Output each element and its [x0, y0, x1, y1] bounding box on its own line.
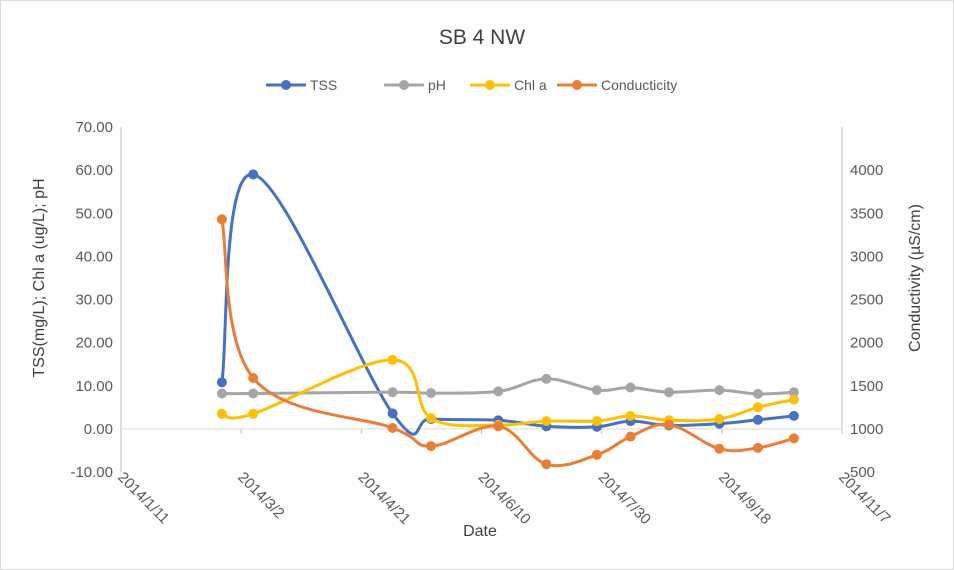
y2-tick-label: 3000	[850, 248, 883, 265]
data-point-tss	[248, 169, 259, 180]
data-point-ph	[541, 373, 552, 384]
data-point-conducticity	[752, 442, 763, 453]
legend-item-ph[interactable]: pH	[384, 77, 446, 93]
left-y-axis-ticks: -10.00 0.00 10.00 20.00 30.00 40.00 50.00 60.00…	[70, 119, 113, 481]
legend-marker-conducticity	[572, 80, 582, 90]
data-point-conducticity	[248, 373, 259, 383]
data-point-conducticity	[788, 433, 799, 444]
legend-marker-chl-a	[485, 80, 495, 90]
data-point-tss	[387, 408, 398, 419]
data-point-ph	[625, 382, 636, 393]
data-point-chl-a	[625, 410, 636, 421]
y-tick-label: 70.00	[75, 119, 113, 136]
legend-label-ph: pH	[428, 77, 446, 93]
y2-tick-label: 2000	[850, 335, 883, 352]
left-y-axis-title: TSS(mg/L); Chl a (ug/L); pH	[31, 178, 48, 377]
series-group	[216, 169, 799, 470]
data-point-ph	[752, 388, 763, 399]
data-point-chl-a	[248, 408, 259, 419]
data-point-conducticity	[387, 423, 398, 433]
y-tick-label: -10.00	[70, 464, 113, 481]
data-point-ph	[591, 385, 602, 396]
data-point-conducticity	[216, 214, 227, 225]
data-point-ph	[387, 387, 398, 398]
series-ph	[216, 373, 799, 399]
data-point-ph	[714, 385, 725, 396]
data-point-conducticity	[591, 449, 602, 460]
right-y-axis-ticks: 500 1000 1500 2000 2500 3000 3500 4000	[850, 162, 883, 481]
y-tick-label: 0.00	[84, 421, 113, 438]
data-point-tss	[752, 414, 763, 425]
y-tick-label: 10.00	[75, 378, 113, 395]
data-point-chl-a	[387, 354, 398, 365]
data-point-chl-a	[752, 402, 763, 413]
y-tick-label: 40.00	[75, 248, 113, 265]
y2-tick-label: 3500	[850, 205, 883, 222]
legend-label-conducticity: Conducticity	[601, 77, 677, 93]
data-point-ph	[216, 388, 227, 399]
data-point-conducticity	[426, 441, 436, 452]
series-conducticity	[216, 214, 799, 470]
y-tick-label: 30.00	[75, 292, 113, 309]
y-tick-label: 60.00	[75, 162, 113, 179]
data-point-tss	[216, 377, 227, 388]
data-point-tss	[788, 410, 799, 421]
legend-marker-ph	[399, 80, 409, 90]
data-point-chl-a	[426, 413, 436, 424]
data-point-ph	[788, 387, 799, 398]
series-line-tss	[220, 172, 796, 436]
data-point-conducticity	[664, 419, 674, 430]
legend-marker-tss	[281, 80, 291, 90]
y-tick-label: 20.00	[75, 335, 113, 352]
data-point-conducticity	[541, 459, 552, 470]
legend-item-chl-a[interactable]: Chl a	[470, 77, 547, 93]
data-point-chl-a	[714, 414, 725, 424]
data-point-conducticity	[625, 431, 636, 442]
data-point-ph	[493, 386, 504, 397]
legend-label-tss: TSS	[310, 77, 337, 93]
data-point-ph	[664, 387, 674, 398]
legend[interactable]: TSS pH Chl a Conducticity	[266, 77, 677, 93]
data-point-chl-a	[216, 408, 227, 419]
data-point-conducticity	[714, 443, 725, 454]
data-point-ph	[426, 388, 436, 399]
y2-tick-label: 2500	[850, 292, 883, 309]
y-tick-label: 50.00	[75, 205, 113, 222]
legend-item-tss[interactable]: TSS	[266, 77, 337, 93]
legend-item-conducticity[interactable]: Conducticity	[557, 77, 677, 93]
y2-tick-label: 1500	[850, 378, 883, 395]
data-point-conducticity	[493, 421, 504, 432]
data-point-ph	[248, 388, 259, 399]
data-point-chl-a	[788, 394, 799, 405]
y2-tick-label: 500	[850, 464, 875, 481]
data-point-chl-a	[591, 416, 602, 427]
legend-label-chl-a: Chl a	[514, 77, 547, 93]
y2-tick-label: 1000	[850, 421, 883, 438]
x-axis-title: Date	[463, 523, 497, 540]
y2-tick-label: 4000	[850, 162, 883, 179]
right-y-axis-title: Conductivity (µS/cm)	[907, 204, 924, 352]
data-point-chl-a	[541, 416, 552, 427]
chart-title: SB 4 NW	[439, 26, 526, 49]
